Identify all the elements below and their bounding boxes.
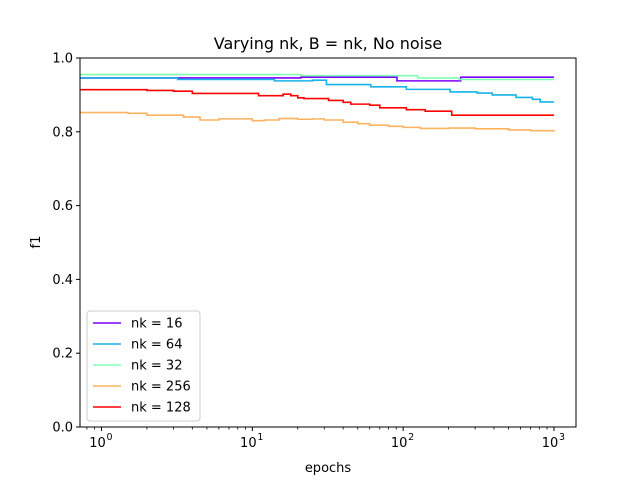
legend-box xyxy=(86,310,201,422)
y-tick-label: 0.4 xyxy=(52,273,73,288)
legend-entry: nk = 16 xyxy=(93,317,182,332)
legend-entry: nk = 32 xyxy=(93,359,182,374)
series-line-1 xyxy=(80,77,554,103)
legend-label: nk = 128 xyxy=(131,401,191,416)
plot-frame xyxy=(79,57,577,428)
x-tick-label: 10 2 xyxy=(391,432,414,451)
y-tick-label: 0.0 xyxy=(52,421,73,436)
x-tick-exponent: 3 xyxy=(559,432,565,443)
x-tick-label: 10 0 xyxy=(89,432,112,451)
series-line-3 xyxy=(80,111,555,132)
x-tick-base: 10 xyxy=(89,436,106,451)
legend-label: nk = 16 xyxy=(131,317,182,332)
x-tick-exponent: 1 xyxy=(257,432,263,443)
legend: nk = 16 nk = 64 nk = 32 nk = 256 nk = 128 xyxy=(86,310,201,422)
x-tick-label: 10 1 xyxy=(240,432,263,451)
legend-label: nk = 32 xyxy=(131,359,182,374)
legend-label: nk = 64 xyxy=(131,338,182,353)
x-axis-label: epochs xyxy=(305,461,352,476)
legend-label: nk = 256 xyxy=(131,380,191,395)
x-tick-exponent: 0 xyxy=(107,432,113,443)
series-line-4 xyxy=(80,88,554,116)
chart-title: Varying nk, B = nk, No noise xyxy=(214,34,443,53)
y-tick-label: 0.2 xyxy=(52,347,73,362)
legend-entry: nk = 128 xyxy=(93,401,191,416)
x-tick-base: 10 xyxy=(240,436,257,451)
legend-entry: nk = 256 xyxy=(93,380,191,395)
x-tick-label: 10 3 xyxy=(542,432,565,451)
x-tick-base: 10 xyxy=(542,436,559,451)
y-tick-label: 0.6 xyxy=(52,199,73,214)
x-tick-base: 10 xyxy=(391,436,408,451)
y-tick-label: 1.0 xyxy=(52,52,73,67)
y-tick-label: 0.8 xyxy=(52,125,73,140)
x-tick-exponent: 2 xyxy=(408,432,414,443)
series-line-2 xyxy=(80,73,554,81)
series-layer xyxy=(80,73,555,132)
y-axis-label: f1 xyxy=(29,236,44,249)
ticks-layer: 0.00.20.40.60.81.010 0 10 1 10 2 10 3 xyxy=(52,52,565,452)
legend-entry: nk = 64 xyxy=(93,338,182,353)
